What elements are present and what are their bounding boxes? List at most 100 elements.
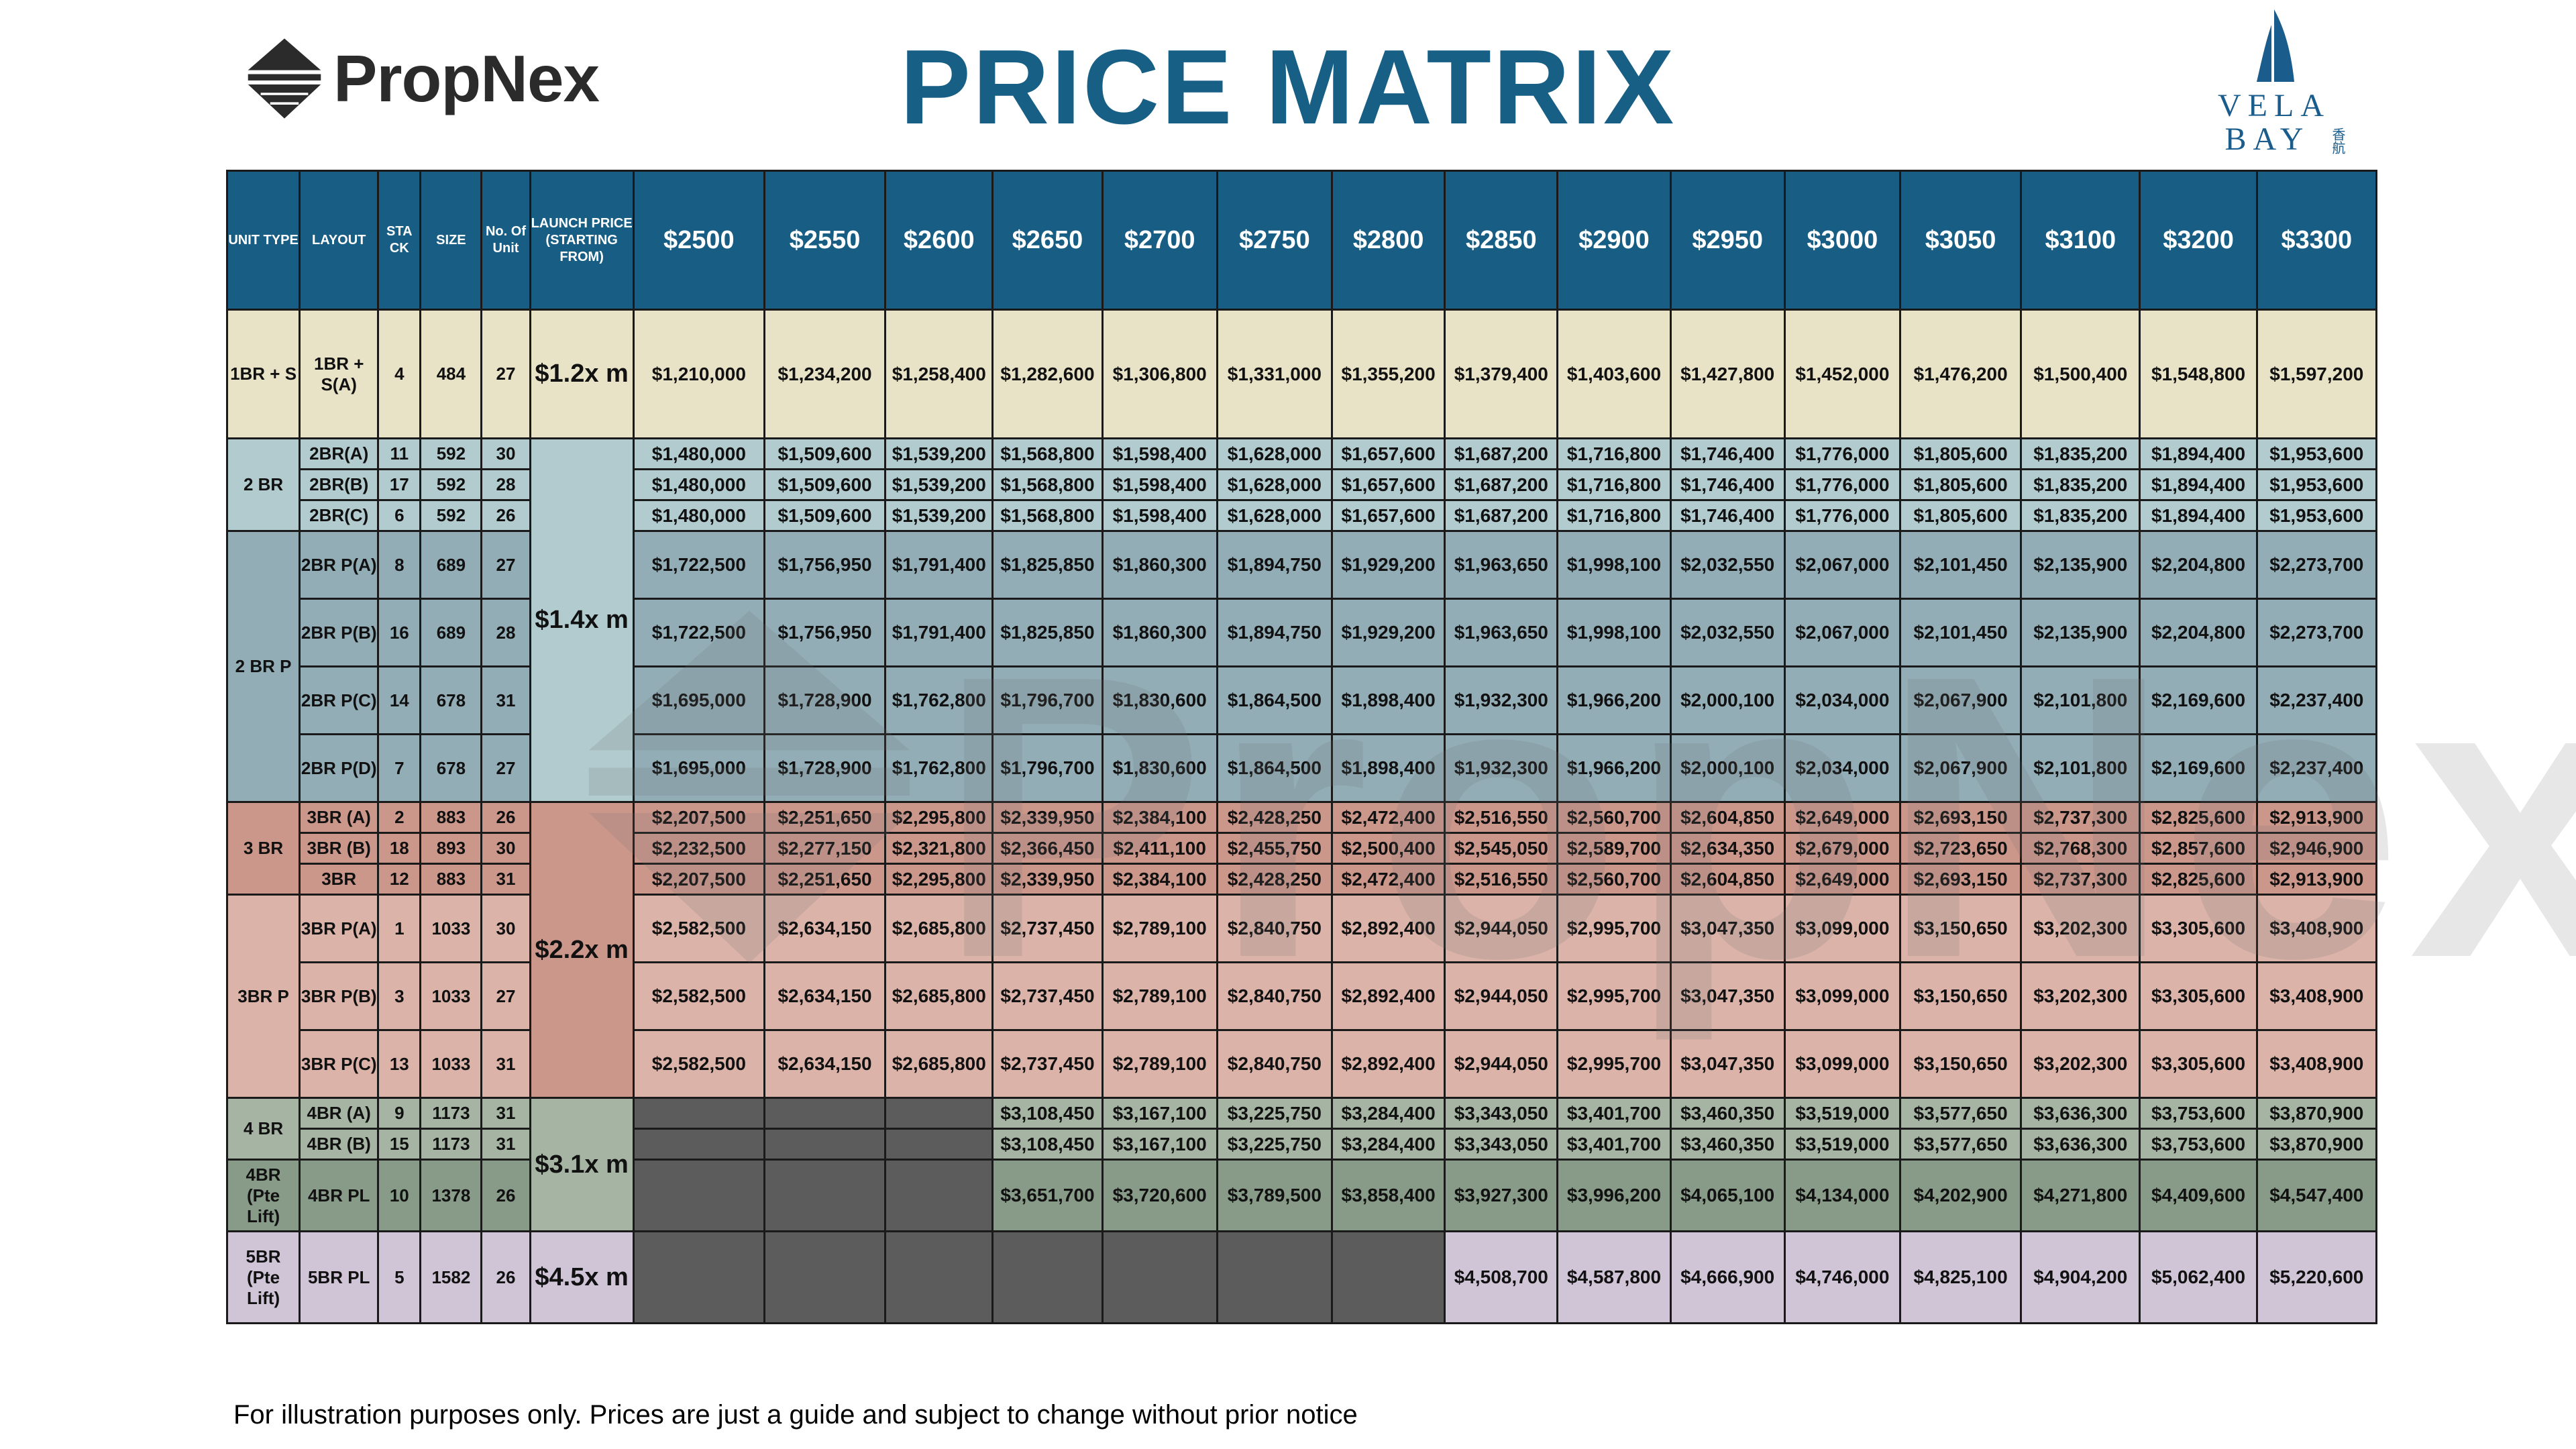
propnex-logo: PropNex xyxy=(245,37,600,120)
price-cell: $2,560,700 xyxy=(1556,801,1672,834)
layout-cell: 2BR(B) xyxy=(299,468,380,501)
sail-icon xyxy=(2257,9,2294,82)
price-cell: $1,963,650 xyxy=(1444,530,1559,600)
price-cell: $3,167,100 xyxy=(1101,1097,1218,1130)
price-cell: $1,687,200 xyxy=(1444,468,1559,501)
price-cell: $1,953,600 xyxy=(2255,468,2378,501)
price-cell: $2,101,450 xyxy=(1898,598,2023,667)
price-cell: $3,305,600 xyxy=(2139,1029,2258,1099)
header-stack: STA CK xyxy=(377,170,422,311)
price-cell: $1,628,000 xyxy=(1216,437,1333,470)
price-cell: $1,480,000 xyxy=(632,437,765,470)
table-row: 2 BR P 2BR P(A) 8 689 27 $1,722,500 $1,756,950… xyxy=(225,530,2378,803)
price-cell: $1,746,400 xyxy=(1669,468,1786,501)
price-cell: $2,944,050 xyxy=(1444,961,1559,1031)
price-cell: $2,472,400 xyxy=(1330,801,1446,834)
price-table: UNIT TYPE LAYOUT STA CK SIZE No. Of Unit… xyxy=(225,170,2378,1324)
price-cell: $3,305,600 xyxy=(2139,894,2258,963)
price-cell: $1,695,000 xyxy=(632,733,765,803)
price-cell: $1,568,800 xyxy=(991,499,1104,532)
price-cell: $2,428,250 xyxy=(1216,863,1333,896)
price-cell: $1,597,200 xyxy=(2255,309,2378,439)
price-cell: $1,403,600 xyxy=(1556,309,1672,439)
price-cell: $1,963,650 xyxy=(1444,598,1559,667)
price-cell: $1,628,000 xyxy=(1216,468,1333,501)
stack-cell: 12 xyxy=(377,863,422,896)
price-cell: $3,108,450 xyxy=(991,1128,1104,1161)
layout-cell: 2BR(C) xyxy=(299,499,380,532)
layout-cell: 1BR + S(A) xyxy=(299,309,380,439)
price-matrix: UNIT TYPE LAYOUT STA CK SIZE No. Of Unit… xyxy=(225,170,2576,1407)
size-cell: 883 xyxy=(419,801,483,834)
price-cell: $1,427,800 xyxy=(1669,309,1786,439)
layout-cell: 3BR P(A) xyxy=(299,894,380,963)
price-cell: $2,295,800 xyxy=(884,863,994,896)
unavailable-cell xyxy=(763,1230,887,1324)
table-row: 3BR P(B) 3 1033 27 $2,582,500 $2,634,150 $2,68… xyxy=(227,961,2378,1031)
price-cell: $3,519,000 xyxy=(1783,1128,1901,1161)
unavailable-cell xyxy=(763,1128,887,1161)
layout-cell: 3BR P(B) xyxy=(299,961,380,1031)
price-cell: $2,135,900 xyxy=(2020,530,2141,600)
price-cell: $2,737,300 xyxy=(2020,863,2141,896)
price-cell: $1,687,200 xyxy=(1444,499,1559,532)
units-cell: 31 xyxy=(480,1029,531,1099)
price-cell: $2,582,500 xyxy=(632,1029,765,1099)
price-cell: $4,666,900 xyxy=(1669,1230,1786,1324)
header-size: SIZE xyxy=(419,170,483,311)
price-cell: $3,047,350 xyxy=(1669,961,1786,1031)
price-cell: $1,695,000 xyxy=(632,665,765,735)
price-cell: $2,273,700 xyxy=(2255,530,2378,600)
price-cell: $2,034,000 xyxy=(1783,733,1901,803)
price-cell: $1,864,500 xyxy=(1216,665,1333,735)
price-cell: $3,651,700 xyxy=(991,1159,1104,1232)
price-cell: $1,830,600 xyxy=(1101,665,1218,735)
price-cell: $1,716,800 xyxy=(1556,499,1672,532)
price-cell: $3,202,300 xyxy=(2020,894,2141,963)
price-cell: $1,331,000 xyxy=(1216,309,1333,439)
unavailable-cell xyxy=(884,1159,994,1232)
table-row: 1BR + S 1BR + S(A) 4 484 27 $1.2x m $1,210,000… xyxy=(225,309,2378,439)
size-cell: 1582 xyxy=(419,1230,483,1324)
stack-cell: 8 xyxy=(377,530,422,600)
price-cell: $1,932,300 xyxy=(1444,733,1559,803)
price-cell: $2,251,650 xyxy=(763,863,887,896)
price-cell: $3,099,000 xyxy=(1783,1029,1901,1099)
price-cell: $1,830,600 xyxy=(1101,733,1218,803)
price-cell: $2,169,600 xyxy=(2139,733,2258,803)
layout-cell: 4BR (A) xyxy=(299,1097,380,1130)
price-cell: $2,737,450 xyxy=(991,961,1104,1031)
size-cell: 893 xyxy=(419,832,483,865)
header-psf-price: $2500 xyxy=(632,170,765,311)
price-cell: $3,577,650 xyxy=(1898,1128,2023,1161)
price-cell: $2,913,900 xyxy=(2255,801,2378,834)
size-cell: 1173 xyxy=(419,1128,483,1161)
price-cell: $3,343,050 xyxy=(1444,1097,1559,1130)
stack-cell: 5 xyxy=(377,1230,422,1324)
price-cell: $1,776,000 xyxy=(1783,437,1901,470)
price-cell: $2,204,800 xyxy=(2139,598,2258,667)
price-cell: $2,840,750 xyxy=(1216,961,1333,1031)
price-cell: $3,099,000 xyxy=(1783,961,1901,1031)
price-cell: $1,932,300 xyxy=(1444,665,1559,735)
units-cell: 26 xyxy=(480,1159,531,1232)
size-cell: 883 xyxy=(419,863,483,896)
price-cell: $4,587,800 xyxy=(1556,1230,1672,1324)
price-cell: $4,547,400 xyxy=(2255,1159,2378,1232)
price-cell: $2,237,400 xyxy=(2255,665,2378,735)
price-cell: $2,892,400 xyxy=(1330,961,1446,1031)
table-row: 5BR (Pte Lift) 5BR PL 5 1582 26 $4.5x m $4,508… xyxy=(225,1230,2378,1324)
table-header-row: UNIT TYPE LAYOUT STA CK SIZE No. Of Unit… xyxy=(225,170,2378,311)
price-cell: $1,657,600 xyxy=(1330,499,1446,532)
table-row: 2BR P(B) 16 689 28 $1,722,500 $1,756,950 $1,79… xyxy=(227,598,2378,667)
price-cell: $3,408,900 xyxy=(2255,894,2378,963)
price-cell: $3,753,600 xyxy=(2139,1128,2258,1161)
price-cell: $1,476,200 xyxy=(1898,309,2023,439)
price-cell: $1,805,600 xyxy=(1898,437,2023,470)
price-cell: $3,225,750 xyxy=(1216,1097,1333,1130)
layout-cell: 5BR PL xyxy=(299,1230,380,1324)
price-cell: $2,101,800 xyxy=(2020,733,2141,803)
price-cell: $2,604,850 xyxy=(1669,863,1786,896)
price-cell: $1,894,750 xyxy=(1216,598,1333,667)
price-cell: $2,693,150 xyxy=(1898,863,2023,896)
